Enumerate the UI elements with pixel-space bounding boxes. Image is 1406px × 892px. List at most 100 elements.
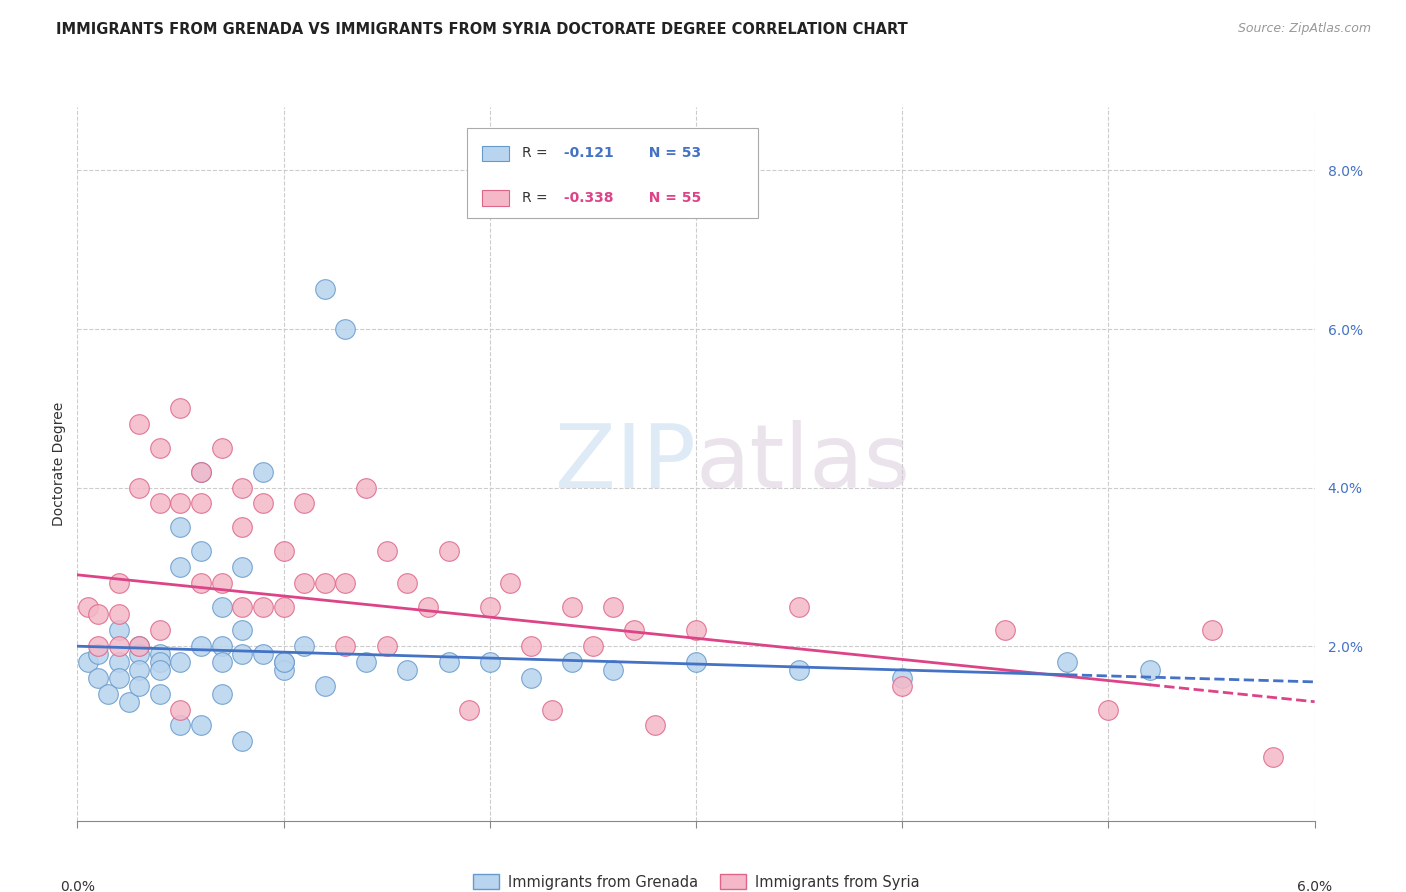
Point [1201,624,1223,638]
Point [149,647,172,661]
Point [107,624,129,638]
Point [169,496,191,510]
Point [149,441,172,455]
Point [231,734,253,748]
Point [231,481,253,495]
Text: R =: R = [522,146,551,161]
Point [169,401,191,416]
Point [107,607,129,622]
Point [231,520,253,534]
Point [273,663,295,677]
Point [118,695,141,709]
Point [211,575,233,590]
Point [437,655,460,669]
Point [211,639,233,653]
Point [107,575,129,590]
Point [76,655,98,669]
Point [602,599,624,614]
Point [190,544,212,558]
Point [169,655,191,669]
Point [458,703,481,717]
Point [314,679,336,693]
Point [190,465,212,479]
Point [211,655,233,669]
Text: N = 53: N = 53 [640,146,702,161]
FancyBboxPatch shape [482,145,509,161]
Text: R =: R = [522,191,551,205]
Point [891,679,914,693]
Point [478,655,501,669]
Point [1263,750,1285,764]
Point [499,575,522,590]
Y-axis label: Doctorate Degree: Doctorate Degree [52,401,66,526]
FancyBboxPatch shape [482,190,509,206]
Point [231,647,253,661]
Point [169,703,191,717]
Point [891,671,914,685]
Point [335,575,357,590]
Point [149,663,172,677]
Point [231,599,253,614]
Point [252,647,274,661]
Point [211,441,233,455]
Point [314,282,336,296]
Point [685,655,707,669]
Point [396,575,419,590]
Point [1139,663,1161,677]
Point [128,639,150,653]
Text: N = 55: N = 55 [640,191,702,205]
Point [1056,655,1078,669]
Point [994,624,1017,638]
Point [292,496,315,510]
Point [582,639,605,653]
Point [273,599,295,614]
Point [149,624,172,638]
Point [169,560,191,574]
Point [128,647,150,661]
Point [335,322,357,336]
Point [375,639,398,653]
Point [273,544,295,558]
Point [787,663,810,677]
Point [211,687,233,701]
Point [128,663,150,677]
Point [354,655,377,669]
Point [107,671,129,685]
Point [623,624,645,638]
Point [128,639,150,653]
Point [354,481,377,495]
Legend: Immigrants from Grenada, Immigrants from Syria: Immigrants from Grenada, Immigrants from… [467,868,925,892]
Text: Source: ZipAtlas.com: Source: ZipAtlas.com [1237,22,1371,36]
Point [478,599,501,614]
Point [437,544,460,558]
Point [252,496,274,510]
Point [231,624,253,638]
Text: ZIP: ZIP [555,420,696,508]
Point [128,481,150,495]
Point [561,599,583,614]
Point [190,575,212,590]
Point [87,647,110,661]
Point [520,671,543,685]
Point [190,639,212,653]
Point [87,639,110,653]
Point [540,703,562,717]
Point [273,655,295,669]
FancyBboxPatch shape [467,128,758,218]
Text: -0.338: -0.338 [558,191,613,205]
Point [149,687,172,701]
Point [87,607,110,622]
Point [273,655,295,669]
Point [520,639,543,653]
Point [314,575,336,590]
Point [149,496,172,510]
Text: atlas: atlas [696,420,911,508]
Point [252,465,274,479]
Point [76,599,98,614]
Point [107,639,129,653]
Point [561,655,583,669]
Point [685,624,707,638]
Point [644,718,666,732]
Point [375,544,398,558]
Point [87,671,110,685]
